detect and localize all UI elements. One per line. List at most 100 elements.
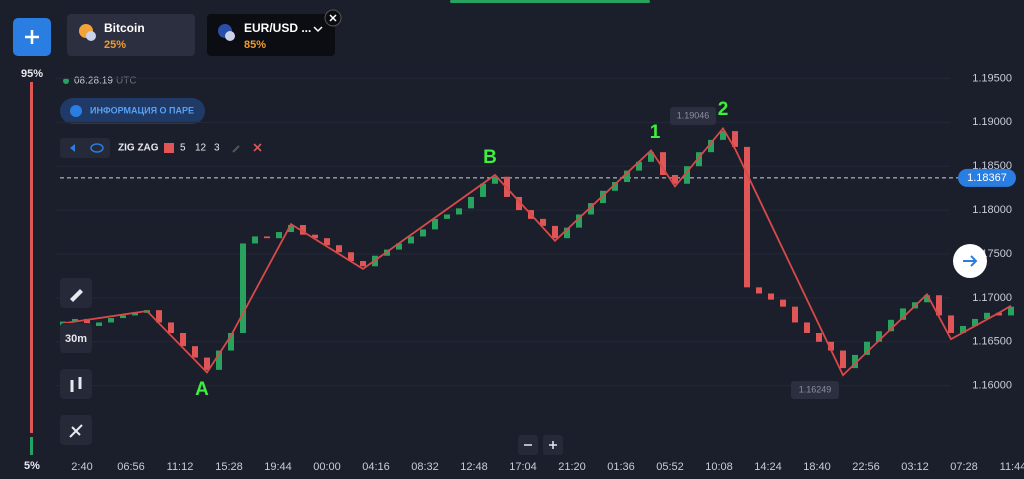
high-tag-label: 1.19046 [677, 110, 710, 120]
y-tick-label: 1.19500 [972, 72, 1012, 84]
close-icon [329, 14, 337, 22]
candle [108, 318, 114, 323]
candle [948, 315, 954, 333]
candle [84, 318, 90, 326]
candle [660, 152, 666, 175]
candle [444, 214, 450, 219]
annotation: B [483, 147, 497, 168]
x-tick-label: 05:52 [656, 461, 684, 473]
candle [420, 229, 426, 237]
candle [252, 236, 258, 244]
bottom-percent: 5% [24, 460, 40, 472]
y-tick-label: 1.17000 [972, 292, 1012, 304]
remove-indicator[interactable] [253, 143, 262, 152]
indicator-color[interactable] [164, 143, 174, 153]
indicator-param: 12 [195, 143, 207, 154]
edit-indicator[interactable] [232, 145, 240, 153]
candle [624, 170, 630, 183]
candle [696, 152, 702, 167]
candle [924, 295, 930, 303]
candle [396, 243, 402, 250]
candle [792, 306, 798, 323]
x-tick-label: 2:40 [71, 461, 92, 473]
candle [936, 295, 942, 316]
collapse-icon[interactable] [70, 144, 75, 152]
tab-name: EUR/USD ... [244, 21, 311, 35]
sentiment-bar-green [30, 437, 33, 455]
candle [816, 332, 822, 342]
indicator-param: 5 [180, 143, 186, 154]
candle [600, 190, 606, 204]
pencil-icon [70, 289, 83, 302]
x-tick-label: 19:44 [264, 461, 292, 473]
annotation: 1 [650, 122, 661, 143]
high-tag [670, 107, 716, 125]
candle [180, 332, 186, 347]
x-tick-label: 01:36 [607, 461, 635, 473]
chart-type-button[interactable] [60, 369, 92, 399]
candle [564, 227, 570, 239]
candle [768, 293, 774, 300]
candle [864, 341, 870, 355]
x-tick-label: 11:12 [167, 461, 194, 473]
y-tick-label: 1.16500 [972, 336, 1012, 348]
candle [456, 208, 462, 215]
current-price-box [958, 168, 1016, 187]
candle [300, 225, 306, 235]
candle [720, 131, 726, 140]
candle [480, 183, 486, 197]
candle [684, 166, 690, 184]
tab-active[interactable] [207, 14, 335, 56]
top-indicator [450, 0, 650, 3]
candle [288, 225, 294, 233]
candle [96, 322, 102, 326]
candle [648, 152, 654, 162]
candle [576, 214, 582, 228]
info-button[interactable] [60, 98, 205, 124]
x-tick-label: 03:12 [901, 461, 929, 473]
tab-name: Bitcoin [104, 21, 145, 35]
candle [120, 315, 126, 319]
candle [324, 238, 330, 246]
candle [192, 346, 198, 358]
candle [408, 236, 414, 244]
info-icon [70, 105, 82, 117]
x-tick-label: 04:16 [362, 461, 390, 473]
annotation: 2 [718, 99, 729, 120]
candle [312, 234, 318, 239]
candle [828, 341, 834, 351]
x-tick-label: 22:56 [852, 461, 880, 473]
low-tag-label: 1.16249 [799, 384, 832, 394]
candle [744, 146, 750, 288]
candle [756, 287, 762, 294]
candle [840, 350, 846, 369]
candle [672, 174, 678, 184]
timeframe-button[interactable] [60, 323, 92, 353]
candle [432, 218, 438, 230]
visibility-icon[interactable] [90, 143, 104, 153]
plus-icon [25, 30, 39, 44]
tab[interactable] [67, 14, 195, 56]
candle [360, 261, 366, 267]
candles-icon [70, 377, 82, 392]
candle [780, 299, 786, 307]
x-tick-label: 15:28 [215, 461, 243, 473]
candle [732, 131, 738, 147]
candle [804, 322, 810, 333]
indicator-controls[interactable] [60, 138, 110, 158]
candle [240, 243, 246, 333]
candle [204, 357, 210, 370]
indicators-icon [69, 424, 83, 438]
live-dot [63, 78, 69, 84]
flag-icon [86, 31, 96, 41]
candle [348, 252, 354, 262]
candle [996, 312, 1002, 316]
x-tick-label: 06:56 [117, 461, 145, 473]
info-label: ИНФОРМАЦИЯ О ПАРЕ [90, 105, 194, 115]
candle [168, 322, 174, 333]
candle [228, 332, 234, 351]
dropdown-icon[interactable] [313, 26, 323, 33]
